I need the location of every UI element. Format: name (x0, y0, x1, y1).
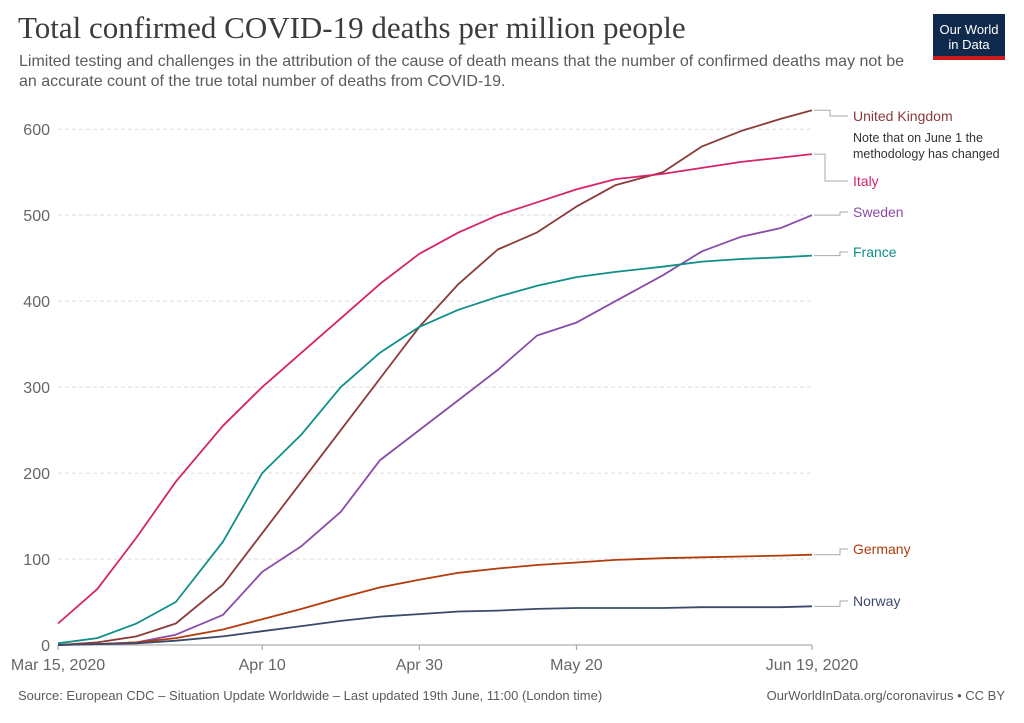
x-tick-label: Apr 10 (239, 657, 286, 674)
series-label-france: France (853, 244, 897, 260)
label-leader-france (814, 251, 848, 257)
credit-link[interactable]: OurWorldInData.org/coronavirus • CC BY (766, 688, 1005, 703)
y-tick-label: 200 (23, 466, 50, 483)
owid-logo[interactable]: Our World in Data (933, 14, 1005, 60)
chart-subtitle: Limited testing and challenges in the at… (19, 53, 904, 90)
series-label-united-kingdom: United Kingdom (853, 108, 953, 124)
series-line-italy (57, 153, 813, 625)
chart-title: Total confirmed COVID-19 deaths per mill… (18, 10, 686, 45)
series-label-germany: Germany (853, 541, 911, 557)
y-tick-label: 600 (23, 122, 50, 139)
series-label-sweden: Sweden (853, 204, 904, 220)
label-leader-sweden (814, 211, 848, 216)
series-line-norway (57, 605, 813, 646)
label-leader-germany (814, 548, 848, 556)
logo-line-2: in Data (948, 37, 990, 52)
logo-line-1: Our World (939, 22, 999, 37)
label-leader-norway (814, 600, 848, 607)
series-line-germany (57, 553, 813, 646)
series-line-france (57, 254, 813, 645)
y-tick-label: 300 (23, 380, 50, 397)
annotation-note-line: Note that on June 1 the (853, 131, 983, 145)
series-label-italy: Italy (853, 173, 879, 189)
x-tick-label: Mar 15, 2020 (11, 657, 105, 674)
y-tick-label: 500 (23, 208, 50, 225)
x-tick-label: Jun 19, 2020 (766, 657, 859, 674)
y-tick-label: 100 (23, 552, 50, 569)
annotation-note-line: methodology has changed (853, 147, 1000, 161)
series-label-norway: Norway (853, 593, 900, 609)
y-tick-label: 400 (23, 294, 50, 311)
series-line-sweden (57, 214, 813, 646)
series-line-united-kingdom (57, 109, 813, 646)
x-tick-label: Apr 30 (396, 657, 443, 674)
source-note: Source: European CDC – Situation Update … (18, 688, 603, 703)
x-tick-label: May 20 (550, 657, 603, 674)
y-tick-label: 0 (41, 638, 50, 655)
label-leader-united-kingdom (814, 109, 848, 117)
label-leader-italy (814, 153, 848, 182)
